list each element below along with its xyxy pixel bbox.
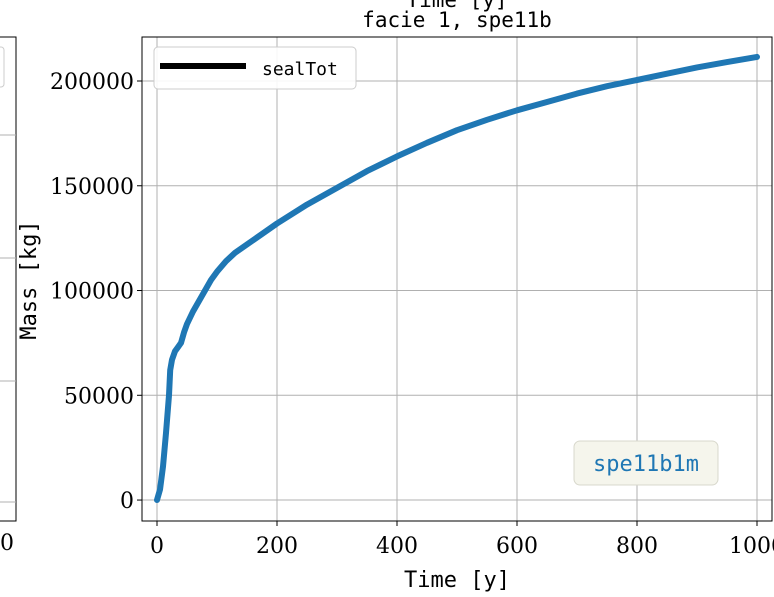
x-tick-label: 0 [150, 534, 164, 559]
left-panel-frame [0, 36, 17, 522]
plot-frame [141, 36, 773, 522]
legend-box [153, 46, 357, 90]
x-tick-label: 1000 [729, 534, 774, 559]
x-axis-label: Time [y] [404, 568, 510, 593]
legend: sealTot [153, 46, 357, 90]
series-line-sealTot [154, 53, 760, 503]
legend-label: sealTot [262, 59, 338, 80]
y-tick-label: 100000 [50, 280, 134, 305]
y-tick-label: 0 [120, 489, 134, 514]
left-panel-partial: 0 [0, 36, 17, 556]
x-tick-label: 400 [376, 534, 418, 559]
y-tick-label: 200000 [50, 70, 134, 95]
annotation: spe11b1m [573, 440, 719, 486]
chart-title: facie 1, spe11b [362, 8, 552, 32]
left-panel-legend-frame [0, 46, 5, 88]
chart-title-partial: Time [y] [406, 0, 507, 12]
y-axis-label: Mass [kg] [17, 220, 42, 339]
annotation-text: spe11b1m [593, 452, 699, 477]
grid [142, 37, 772, 521]
left-panel-xtick-label: 0 [0, 531, 14, 556]
x-tick-label: 600 [496, 534, 538, 559]
series [154, 53, 760, 503]
x-tick-label: 800 [616, 534, 658, 559]
y-tick-label: 150000 [50, 175, 134, 200]
annotation-box [573, 440, 719, 486]
ticks: 0 200 400 600 800 1000 0 50000 100000 150000 20000… [50, 70, 774, 559]
y-tick-label: 50000 [64, 384, 134, 409]
x-tick-label: 200 [256, 534, 298, 559]
